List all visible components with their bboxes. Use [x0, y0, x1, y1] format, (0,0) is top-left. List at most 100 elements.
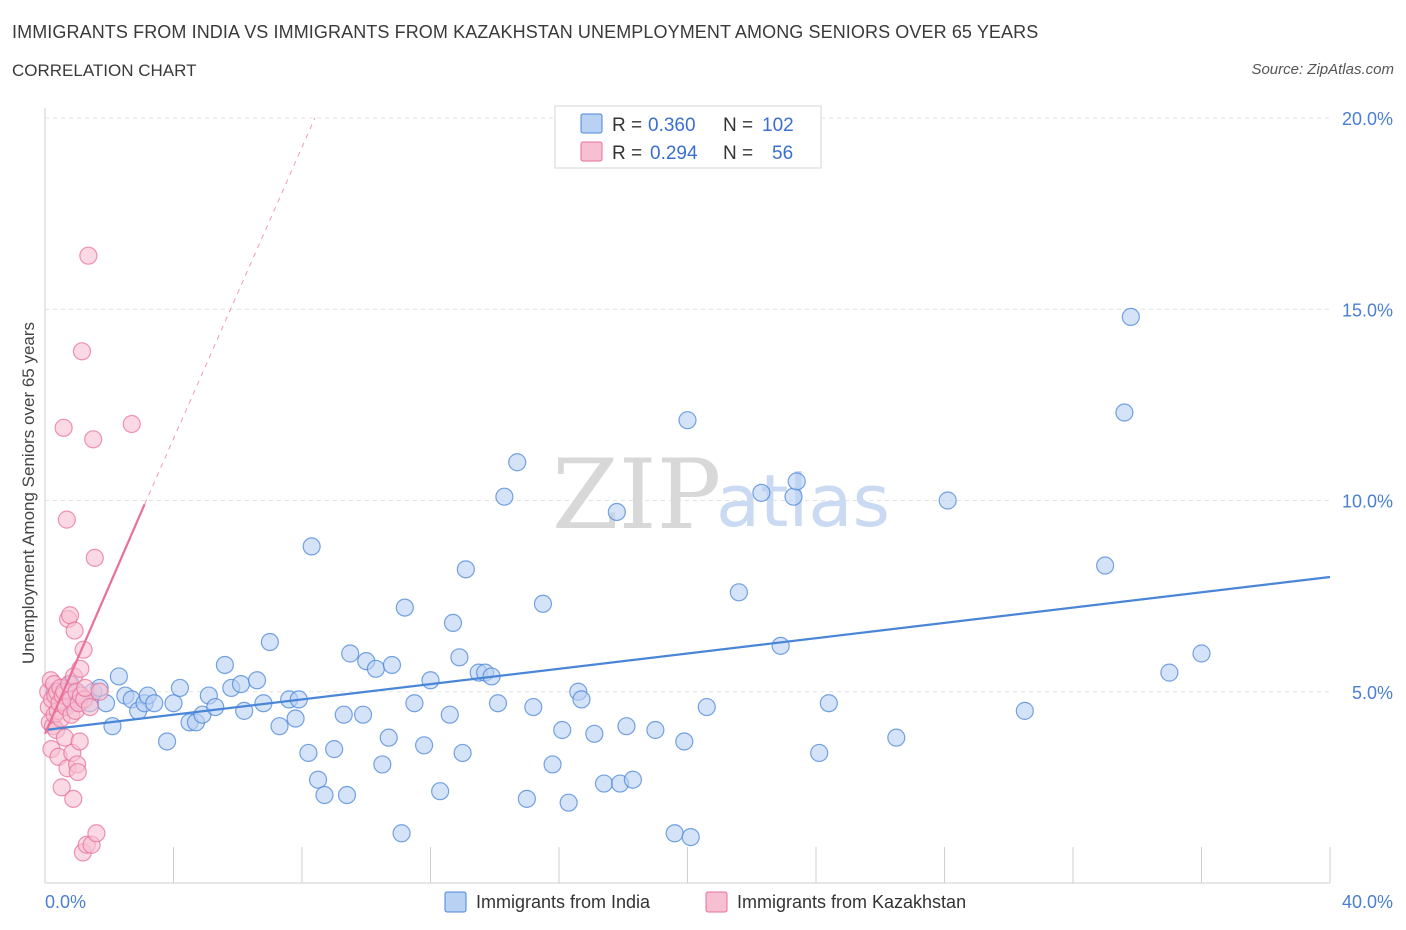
india-point — [681, 827, 700, 847]
y-tick-label: 20.0% — [1342, 109, 1393, 129]
india-point — [231, 674, 251, 694]
india-point — [109, 667, 128, 686]
kazakhstan-r-label: R = — [612, 143, 642, 164]
india-point — [572, 690, 591, 709]
india-point — [392, 824, 411, 843]
x-tick-label: 40.0% — [1342, 892, 1393, 912]
india-point — [215, 655, 234, 675]
india-point — [341, 644, 360, 663]
y-axis-label: Unemployment Among Seniors over 65 years — [19, 322, 38, 664]
kazakhstan-trend-extension — [144, 117, 316, 505]
kazakhstan-swatch — [580, 141, 603, 162]
india-point — [524, 697, 543, 717]
india-point — [729, 583, 749, 602]
data-points — [39, 246, 1211, 862]
india-n-label: N = — [723, 115, 753, 136]
india-point — [325, 740, 344, 759]
india-point — [1160, 663, 1179, 682]
chart-subtitle: CORRELATION CHART — [12, 61, 197, 80]
india-point — [517, 789, 536, 808]
india-point — [443, 613, 463, 633]
india-point — [302, 537, 321, 556]
x-tick-label: 0.0% — [45, 892, 86, 912]
india-point — [456, 560, 475, 579]
india-r-value: 0.360 — [648, 115, 696, 136]
india-point — [594, 774, 614, 793]
kazakhstan-point — [84, 430, 103, 449]
kazakhstan-n-value: 56 — [772, 143, 793, 164]
trend-lines — [43, 117, 1331, 735]
india-point — [646, 720, 665, 740]
india-point — [675, 732, 694, 751]
india-point — [247, 671, 267, 690]
india-point — [308, 770, 328, 789]
india-point — [366, 659, 385, 678]
kazakhstan-trend-line — [43, 503, 146, 735]
legend-kazakhstan-label: Immigrants from Kazakhstan — [737, 892, 966, 912]
india-r-label: R = — [612, 115, 642, 136]
india-point — [353, 705, 373, 724]
india-point — [1015, 701, 1034, 720]
india-point — [810, 743, 829, 763]
india-trend-line — [44, 575, 1331, 732]
india-point — [533, 594, 553, 613]
india-point — [164, 694, 183, 713]
india-point — [379, 728, 398, 747]
india-point — [1192, 644, 1211, 663]
india-point — [1096, 556, 1115, 575]
india-point — [508, 453, 527, 472]
india-point — [206, 697, 225, 717]
legend-india-swatch — [444, 891, 467, 913]
india-point — [617, 717, 636, 736]
india-point — [887, 728, 906, 747]
india-point — [431, 782, 450, 801]
india-point — [787, 472, 806, 491]
kazakhstan-n-label: N = — [723, 143, 753, 164]
india-point — [337, 785, 357, 805]
chart-title: IMMIGRANTS FROM INDIA VS IMMIGRANTS FROM… — [12, 22, 1039, 42]
india-point — [334, 705, 353, 724]
india-point — [450, 648, 469, 667]
kazakhstan-point — [52, 778, 71, 797]
india-point — [495, 487, 514, 506]
india-point — [157, 732, 177, 751]
india-point — [553, 720, 572, 740]
india-point — [819, 694, 838, 713]
legend-india-label: Immigrants from India — [476, 892, 651, 912]
source-label: Source: ZipAtlas.com — [1251, 61, 1394, 78]
india-point — [697, 697, 716, 717]
kazakhstan-point — [54, 418, 73, 437]
india-point — [585, 724, 604, 743]
india-point — [784, 487, 803, 506]
india-point — [382, 655, 402, 675]
india-point — [752, 483, 771, 502]
y-tick-label: 10.0% — [1342, 492, 1393, 512]
kazakhstan-point — [90, 682, 109, 701]
kazakhstan-point — [57, 510, 76, 529]
kazakhstan-point — [60, 606, 80, 625]
tick-labels: 5.0% 10.0% 15.0% 20.0% 0.0% 40.0% — [45, 109, 1393, 912]
kazakhstan-point — [80, 697, 100, 717]
grid-lines — [45, 117, 1330, 693]
india-point — [145, 694, 164, 713]
kazakhstan-point — [65, 621, 84, 640]
india-point — [414, 736, 434, 755]
india-point — [1115, 403, 1134, 422]
kazakhstan-point — [87, 824, 106, 843]
y-tick-label: 15.0% — [1342, 300, 1393, 320]
kazakhstan-r-value: 0.294 — [650, 143, 698, 164]
kazakhstan-point — [79, 246, 98, 265]
kazakhstan-point — [64, 789, 83, 808]
india-point — [607, 502, 626, 522]
kazakhstan-point — [72, 342, 92, 361]
india-point — [488, 694, 508, 713]
watermark: ZIP atlas — [552, 439, 890, 551]
kazakhstan-point — [122, 414, 141, 434]
kazakhstan-point — [70, 732, 89, 751]
india-point — [405, 694, 424, 713]
india-point — [270, 717, 289, 736]
india-point — [440, 705, 459, 724]
watermark-atlas: atlas — [716, 459, 890, 543]
india-swatch — [580, 113, 603, 134]
